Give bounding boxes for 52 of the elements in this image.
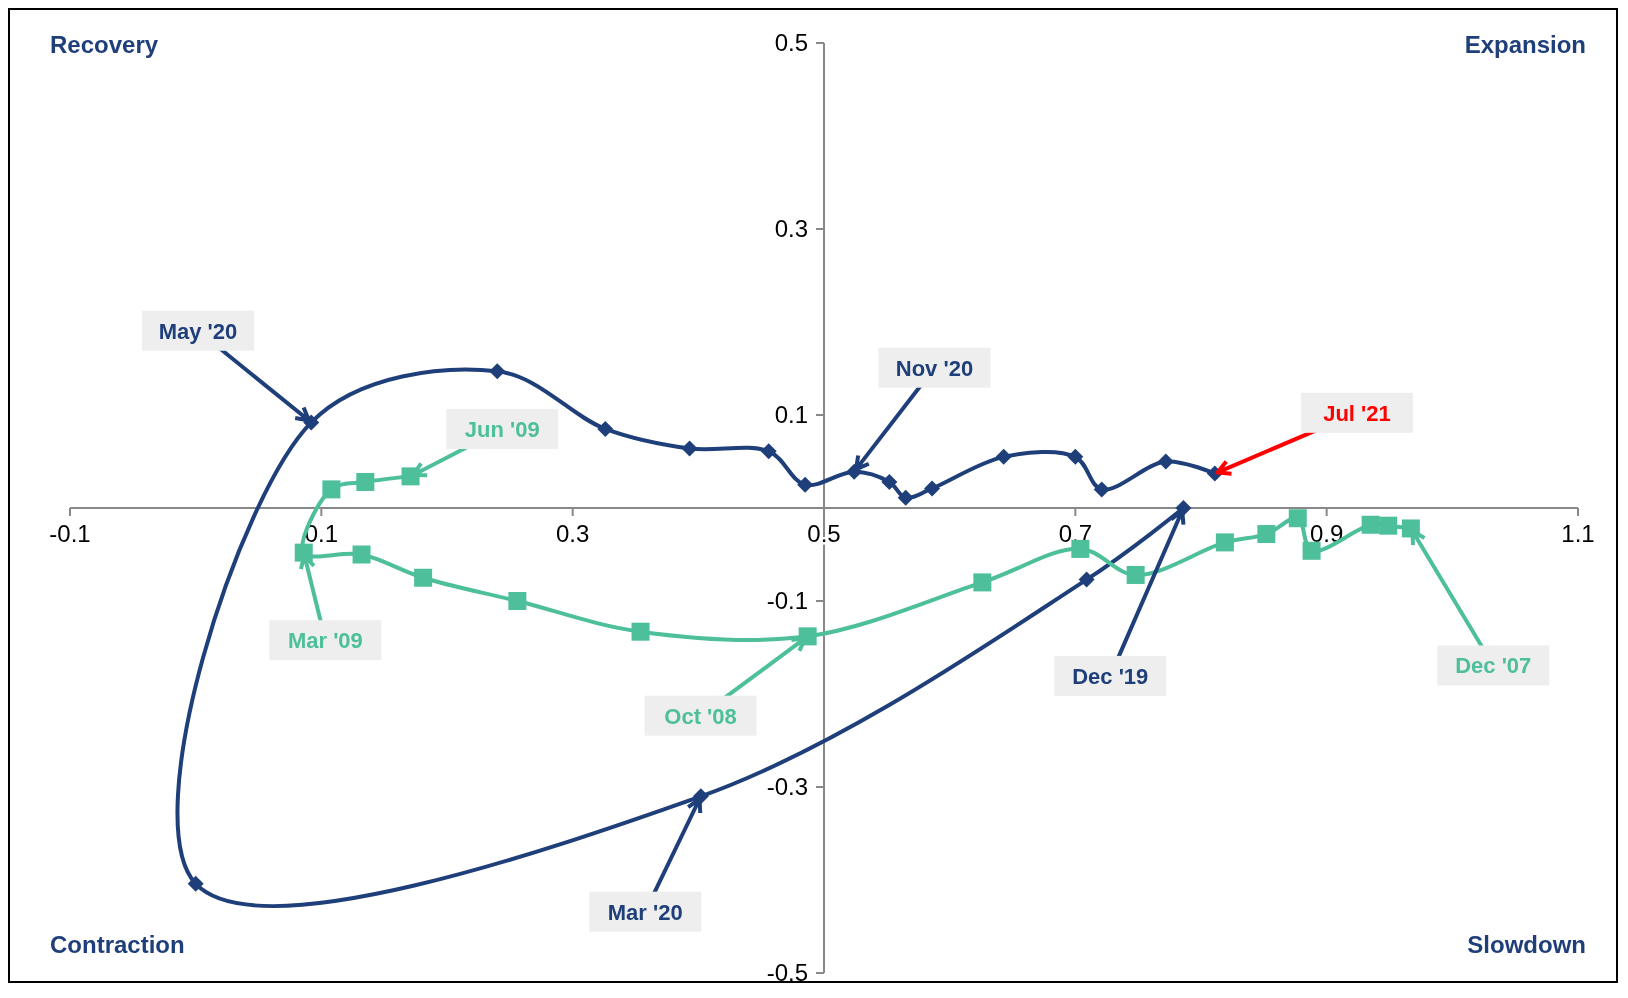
point: [924, 480, 941, 497]
x-tick-label: 0.5: [807, 520, 841, 547]
annotation: Mar '20: [607, 899, 683, 925]
point: [1126, 565, 1145, 584]
x-tick-label: 0.9: [1309, 520, 1344, 547]
point: [681, 440, 698, 457]
annotation: Contraction: [50, 931, 185, 958]
point: [760, 443, 777, 460]
point: [1078, 571, 1095, 588]
point: [1257, 525, 1276, 544]
y-tick-label: -0.1: [766, 587, 808, 614]
y-tick-label: -0.5: [766, 959, 808, 986]
point: [322, 480, 341, 499]
y-tick-label: 0.1: [774, 401, 808, 428]
point: [1302, 541, 1321, 560]
x-tick-label: 1.1: [1561, 520, 1595, 547]
annotation: May '20: [158, 318, 238, 344]
point: [797, 476, 814, 493]
y-tick-label: -0.3: [766, 773, 808, 800]
point: [508, 592, 527, 610]
y-tick-label: 0.3: [774, 215, 808, 242]
annotation: Mar '09: [287, 628, 363, 654]
annotation: Oct '08: [664, 703, 737, 729]
point: [187, 875, 204, 892]
annotation: Dec '07: [1455, 653, 1532, 679]
point: [1288, 509, 1307, 528]
point: [356, 472, 375, 491]
annotation: Nov '20: [895, 355, 974, 381]
point: [489, 363, 506, 380]
annotation: Expansion: [1464, 31, 1586, 58]
point: [881, 473, 898, 490]
point: [597, 420, 614, 437]
point: [352, 545, 371, 564]
annotation: Jul '21: [1323, 400, 1391, 426]
x-tick-label: -0.1: [49, 520, 91, 547]
point: [995, 448, 1012, 465]
point: [1093, 481, 1110, 498]
y-tick-label: 0.5: [774, 29, 808, 56]
point: [973, 573, 992, 592]
point: [1215, 533, 1234, 552]
annotation: Jun '09: [464, 417, 540, 442]
annotation: Recovery: [50, 31, 159, 58]
annotation: Dec '19: [1072, 663, 1149, 689]
point: [631, 622, 650, 641]
point: [1157, 453, 1174, 470]
point: [1361, 515, 1380, 534]
point: [1067, 448, 1084, 465]
x-tick-label: 0.3: [555, 520, 590, 547]
annotation: Slowdown: [1467, 931, 1586, 958]
point: [1379, 516, 1398, 535]
point: [414, 568, 433, 587]
point: [897, 489, 914, 506]
